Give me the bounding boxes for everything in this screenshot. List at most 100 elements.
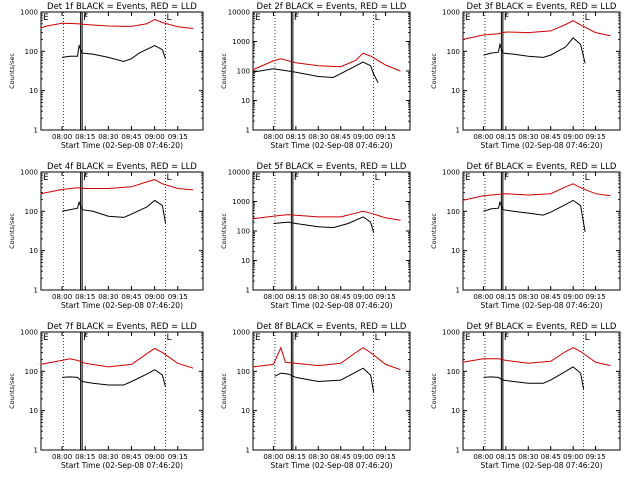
marker-e: E — [255, 333, 261, 343]
x-tick-label: 08:45 — [331, 133, 351, 141]
x-tick-label: 09:00 — [353, 293, 373, 301]
marker-e: E — [43, 333, 49, 343]
events-series-line — [61, 199, 166, 224]
marker-e: E — [465, 333, 471, 343]
x-tick-label: 09:00 — [145, 133, 165, 141]
lld-series-line — [462, 20, 611, 40]
y-tick-label: 1 — [34, 447, 38, 455]
y-tick-label: 1 — [246, 287, 250, 295]
x-tick-label: 08:00 — [473, 453, 493, 461]
x-tick-label: 08:15 — [286, 293, 306, 301]
events-series-line — [483, 366, 585, 390]
marker-e: E — [43, 13, 49, 23]
lld-series-line — [252, 346, 401, 371]
x-axis-title: Start Time (02-Sep-08 07:46:20) — [61, 461, 183, 470]
x-tick-label: 09:00 — [145, 453, 165, 461]
lld-series-line — [40, 179, 194, 195]
x-tick-label: 08:00 — [52, 133, 72, 141]
panel-det-1: Det 1f BLACK = Events, RED = LLD 1 10 100 10… — [8, 2, 204, 150]
x-tick-label: 08:15 — [75, 293, 95, 301]
marker-f: F — [83, 13, 88, 23]
y-tick-label: 10 — [241, 407, 250, 415]
marker-l: L — [375, 173, 380, 183]
y-tick-label: 100 — [237, 228, 250, 236]
plot-frame — [252, 171, 411, 291]
x-tick-label: 09:15 — [585, 293, 605, 301]
x-tick-label: 08:15 — [75, 453, 95, 461]
x-tick-label: 09:00 — [563, 453, 583, 461]
y-tick-label: 1000 — [232, 329, 250, 337]
y-tick-label: 10 — [29, 247, 38, 255]
lld-series-line — [462, 183, 611, 201]
events-series-line — [62, 43, 166, 63]
y-tick-label: 10 — [451, 407, 460, 415]
marker-e: E — [465, 173, 471, 183]
x-tick-label: 08:15 — [496, 293, 516, 301]
x-tick-label: 08:00 — [263, 453, 283, 461]
y-tick-label: 100 — [447, 368, 460, 376]
y-tick-label: 100 — [447, 208, 460, 216]
y-tick-label: 10 — [29, 87, 38, 95]
plot-frame — [462, 171, 621, 291]
marker-e: E — [43, 173, 49, 183]
marker-e: E — [255, 13, 261, 23]
y-tick-label: 1000 — [232, 198, 250, 206]
panel-title: Det 3f BLACK = Events, RED = LLD — [467, 2, 617, 12]
y-tick-label: 1 — [456, 447, 460, 455]
y-tick-label: 10000 — [228, 169, 250, 177]
x-tick-label: 09:15 — [375, 133, 395, 141]
plot-frame — [40, 171, 204, 291]
x-tick-label: 08:30 — [518, 133, 538, 141]
x-tick-label: 08:30 — [518, 293, 538, 301]
x-axis-title: Start Time (02-Sep-08 07:46:20) — [271, 141, 393, 150]
y-axis-title: Counts/sec — [220, 213, 228, 249]
x-tick-label: 09:00 — [563, 293, 583, 301]
y-axis-title: Counts/sec — [8, 53, 16, 89]
y-axis-title: Counts/sec — [430, 373, 438, 409]
marker-l: L — [585, 173, 590, 183]
x-axis-title: Start Time (02-Sep-08 07:46:20) — [271, 461, 393, 470]
x-tick-label: 08:45 — [331, 453, 351, 461]
plot-frame — [40, 331, 204, 451]
marker-l: L — [166, 333, 171, 343]
x-tick-label: 09:00 — [353, 453, 373, 461]
lld-series-line — [252, 52, 401, 72]
events-series-line — [483, 199, 586, 232]
y-tick-label: 100 — [237, 368, 250, 376]
y-tick-label: 1 — [34, 127, 38, 135]
y-tick-label: 10 — [451, 87, 460, 95]
panel-det-8: Det 8f BLACK = Events, RED = LLD 1 10 100 10… — [220, 322, 411, 470]
x-tick-label: 08:30 — [98, 453, 118, 461]
y-axis-title: Counts/sec — [430, 53, 438, 89]
x-tick-label: 08:45 — [331, 293, 351, 301]
y-tick-label: 1 — [34, 287, 38, 295]
x-tick-label: 09:15 — [585, 133, 605, 141]
y-tick-label: 100 — [237, 68, 250, 76]
panel-title: Det 1f BLACK = Events, RED = LLD — [47, 2, 197, 12]
x-tick-label: 09:00 — [145, 293, 165, 301]
x-tick-label: 08:30 — [98, 293, 118, 301]
marker-l: L — [375, 13, 380, 23]
panel-title: Det 7f BLACK = Events, RED = LLD — [47, 322, 197, 332]
marker-f: F — [83, 173, 88, 183]
x-tick-label: 09:00 — [563, 133, 583, 141]
x-axis-title: Start Time (02-Sep-08 07:46:20) — [481, 301, 603, 310]
x-tick-label: 08:45 — [541, 453, 561, 461]
panel-title: Det 6f BLACK = Events, RED = LLD — [467, 162, 617, 172]
y-tick-label: 1 — [246, 447, 250, 455]
x-axis-title: Start Time (02-Sep-08 07:46:20) — [61, 301, 183, 310]
y-tick-label: 1 — [456, 287, 460, 295]
plot-frame — [252, 331, 411, 451]
x-tick-label: 08:15 — [75, 133, 95, 141]
x-tick-label: 08:45 — [541, 133, 561, 141]
marker-f: F — [294, 333, 299, 343]
y-tick-label: 1000 — [20, 169, 38, 177]
x-tick-label: 08:15 — [496, 133, 516, 141]
y-tick-label: 1000 — [442, 329, 460, 337]
panel-title: Det 5f BLACK = Events, RED = LLD — [257, 162, 407, 172]
x-tick-label: 08:00 — [473, 133, 493, 141]
x-tick-label: 08:15 — [496, 453, 516, 461]
x-tick-label: 08:00 — [263, 293, 283, 301]
panel-title: Det 2f BLACK = Events, RED = LLD — [257, 2, 407, 12]
